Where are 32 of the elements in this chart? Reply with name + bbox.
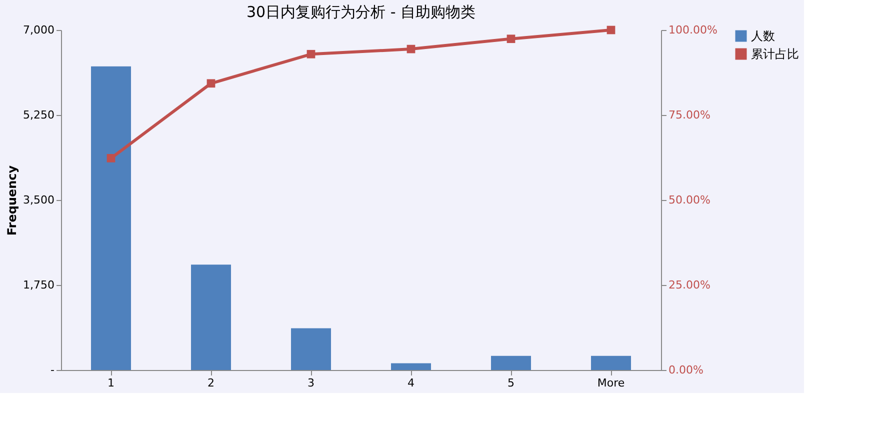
chart-title: 30日内复购行为分析 - 自助购物类 <box>246 3 476 21</box>
point <box>106 154 116 162</box>
point <box>306 50 316 58</box>
x-tick-label: 1 <box>108 376 114 390</box>
y-tick-label: 5,250 <box>23 108 54 122</box>
x-tick-label: 5 <box>508 376 514 390</box>
y2-tick-label: 25.00% <box>668 278 710 292</box>
y2-tick-label: 75.00% <box>668 108 710 122</box>
y2-tick-label: 50.00% <box>668 194 710 206</box>
legend-label: 累计占比 <box>751 47 799 61</box>
bar <box>591 356 631 370</box>
point <box>606 26 616 34</box>
bar <box>291 328 331 370</box>
y2-tick-label: 100.00% <box>668 24 718 36</box>
y-axis-title: Frequency <box>5 165 20 236</box>
y-tick-label: 7,000 <box>23 24 54 36</box>
x-tick-label: 2 <box>208 376 214 390</box>
point <box>506 34 516 44</box>
bar <box>391 363 431 370</box>
x-tick-label: 3 <box>308 376 314 390</box>
legend-label: 人数 <box>751 29 775 43</box>
point <box>406 44 416 54</box>
x-tick-label: More <box>597 376 625 390</box>
bar <box>91 66 131 370</box>
x-tick-label: 4 <box>408 376 414 390</box>
y-tick-label: - <box>50 364 55 376</box>
y-tick-label: 3,500 <box>23 194 54 206</box>
y-tick-label: 1,750 <box>23 278 54 292</box>
point <box>206 79 216 88</box>
y2-tick-label: 0.00% <box>668 364 704 376</box>
bar <box>491 356 531 370</box>
bar <box>191 264 231 370</box>
